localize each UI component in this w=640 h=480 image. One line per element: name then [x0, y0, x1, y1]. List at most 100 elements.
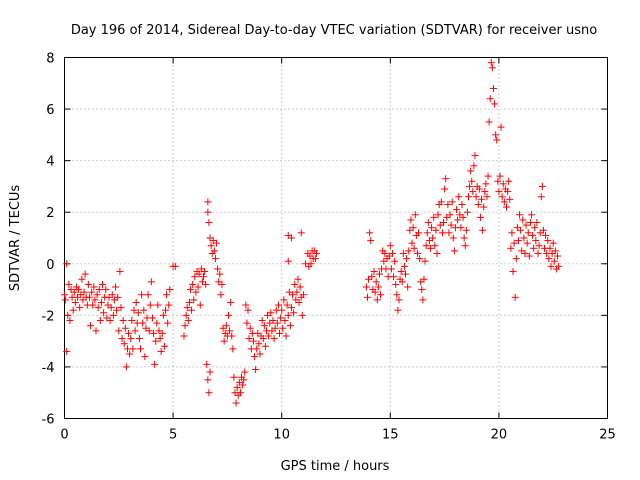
data-point: [87, 322, 95, 330]
data-point: [504, 188, 512, 196]
data-point: [521, 249, 529, 257]
x-tick-label: 10: [273, 428, 290, 443]
data-point: [441, 185, 449, 193]
data-point: [93, 291, 101, 299]
data-point: [85, 293, 93, 301]
x-axis-label: GPS time / hours: [281, 459, 390, 474]
chart-title: Day 196 of 2014, Sidereal Day-to-day VTE…: [71, 23, 597, 38]
data-point: [281, 317, 289, 325]
data-point: [523, 239, 531, 247]
data-point: [244, 306, 252, 314]
data-point: [287, 304, 295, 312]
data-point: [270, 335, 278, 343]
data-point: [287, 234, 295, 242]
data-point: [530, 244, 538, 252]
data-point: [190, 296, 198, 304]
data-point: [70, 288, 78, 296]
data-point: [129, 345, 137, 353]
data-point: [413, 249, 421, 257]
data-point: [180, 332, 188, 340]
data-point: [516, 211, 524, 219]
data-point: [295, 298, 303, 306]
data-point: [265, 332, 273, 340]
data-point: [468, 177, 476, 185]
data-point: [274, 301, 282, 309]
data-point: [367, 237, 375, 245]
y-axis-label: SDTVAR / TECUs: [8, 185, 23, 292]
data-point: [464, 193, 472, 201]
data-point: [535, 242, 543, 250]
data-point: [152, 337, 160, 345]
data-point: [206, 368, 214, 376]
data-point: [217, 291, 225, 299]
data-point: [294, 275, 302, 283]
y-tick-label: 8: [46, 52, 54, 67]
data-point: [226, 327, 234, 335]
data-point: [458, 200, 466, 208]
data-point: [76, 304, 84, 312]
data-point: [445, 229, 453, 237]
data-point: [511, 293, 519, 301]
data-point: [120, 340, 128, 348]
data-point: [532, 237, 540, 245]
data-point: [476, 213, 484, 221]
y-tick-label: 6: [46, 103, 54, 118]
data-point: [127, 335, 135, 343]
data-point: [373, 296, 381, 304]
data-point: [66, 317, 74, 325]
data-point: [284, 311, 292, 319]
data-point: [307, 260, 315, 268]
data-point: [69, 306, 77, 314]
data-point: [259, 335, 267, 343]
data-point: [466, 182, 474, 190]
data-point: [205, 389, 213, 397]
x-tick-label: 15: [382, 428, 399, 443]
data-point: [91, 296, 99, 304]
data-point: [273, 319, 281, 327]
data-point: [407, 216, 415, 224]
data-point: [508, 229, 516, 237]
data-point: [454, 216, 462, 224]
data-point: [96, 317, 104, 325]
data-point: [544, 237, 552, 245]
data-point: [437, 198, 445, 206]
data-point: [289, 291, 297, 299]
data-point: [251, 353, 259, 361]
data-point: [195, 270, 203, 278]
data-point: [205, 219, 213, 227]
data-point: [204, 198, 212, 206]
data-point: [484, 172, 492, 180]
data-point: [388, 249, 396, 257]
data-point: [434, 211, 442, 219]
data-point: [89, 301, 97, 309]
data-point: [99, 280, 107, 288]
data-point: [510, 239, 518, 247]
data-point: [462, 226, 470, 234]
data-point: [181, 322, 189, 330]
data-point: [242, 301, 250, 309]
data-point: [100, 309, 108, 317]
data-point: [397, 268, 405, 276]
data-point: [115, 327, 123, 335]
data-point: [494, 177, 502, 185]
data-point: [475, 185, 483, 193]
data-point: [154, 301, 162, 309]
data-point: [284, 257, 292, 265]
data-point: [282, 332, 290, 340]
data-point: [166, 286, 174, 294]
data-point: [545, 255, 553, 263]
data-point: [255, 340, 263, 348]
data-point: [460, 234, 468, 242]
data-point: [286, 322, 294, 330]
data-point: [520, 234, 528, 242]
data-point: [249, 337, 257, 345]
data-point: [372, 278, 380, 286]
data-point: [479, 226, 487, 234]
data-point: [126, 350, 134, 358]
data-point: [132, 298, 140, 306]
data-point: [269, 317, 277, 325]
data-point: [362, 283, 370, 291]
data-point: [432, 226, 440, 234]
data-point: [92, 327, 100, 335]
data-point: [293, 288, 301, 296]
